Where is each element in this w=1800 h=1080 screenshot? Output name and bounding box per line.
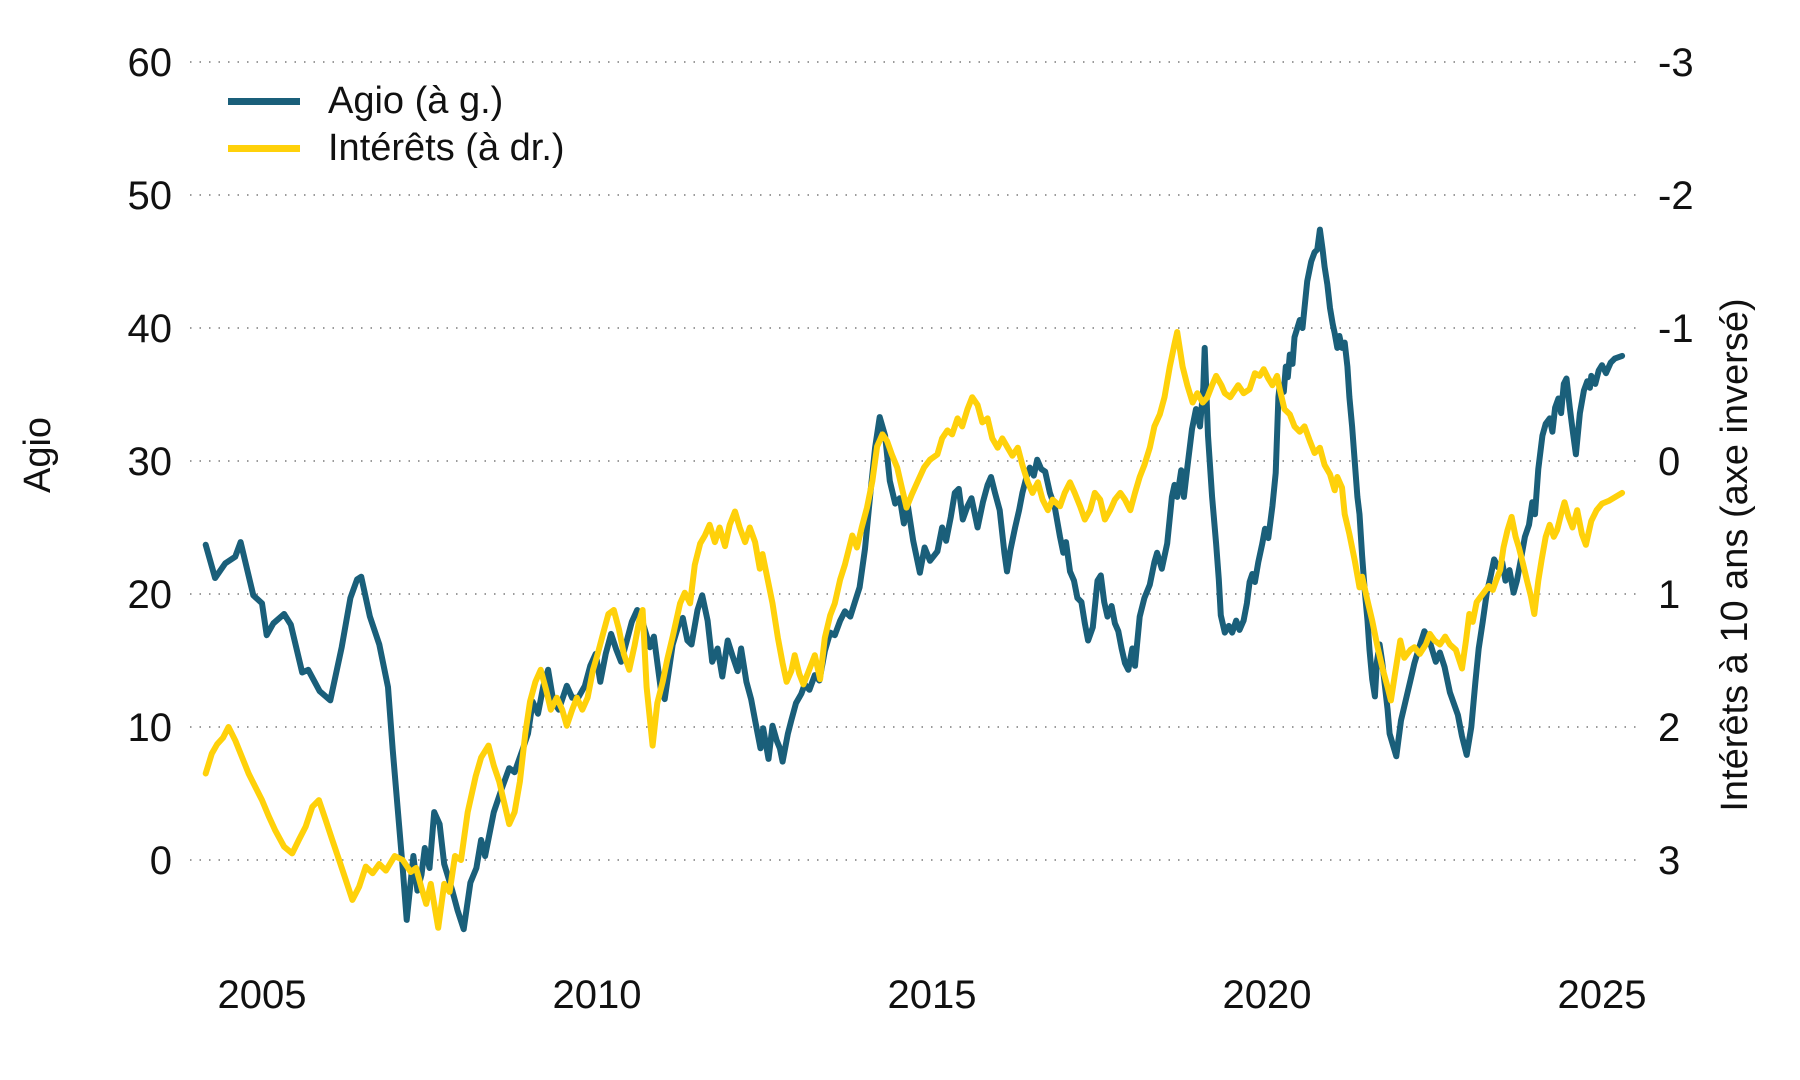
series-lines [202, 226, 1626, 933]
right-tick-label: -2 [1658, 174, 1694, 218]
left-tick-label: 40 [128, 307, 173, 351]
agio-line-swatch [228, 98, 300, 105]
left-tick-label: 50 [128, 174, 173, 218]
x-tick-label: 2010 [553, 973, 642, 1017]
right-tick-label: 1 [1658, 573, 1680, 617]
legend-item-interets: Intérêts (à dr.) [228, 125, 565, 172]
left-tick-label: 30 [128, 440, 173, 484]
legend-item-agio: Agio (à g.) [228, 78, 565, 125]
left-tick-label: 10 [128, 706, 173, 750]
legend: Agio (à g.) Intérêts (à dr.) [228, 78, 565, 172]
x-tick-label: 2020 [1223, 973, 1312, 1017]
left-tick-label: 0 [150, 839, 172, 883]
right-tick-label: 2 [1658, 706, 1680, 750]
agio-line [202, 226, 1626, 933]
x-tick-label: 2015 [888, 973, 977, 1017]
x-tick-label: 2005 [218, 973, 307, 1017]
interets-line [202, 329, 1626, 931]
interets-line-swatch [228, 145, 300, 152]
left-axis-title: Agio [17, 417, 59, 493]
right-axis-ticks: -3 -2 -1 0 1 2 3 [1658, 41, 1694, 883]
right-tick-label: -1 [1658, 307, 1694, 351]
left-axis-ticks: 60 50 40 30 20 10 0 [128, 41, 173, 883]
gridlines [190, 61, 1640, 861]
right-tick-label: 0 [1658, 440, 1680, 484]
left-tick-label: 20 [128, 573, 173, 617]
x-tick-label: 2025 [1558, 973, 1647, 1017]
legend-label-interets: Intérêts (à dr.) [328, 127, 565, 169]
right-tick-label: -3 [1658, 41, 1694, 85]
left-tick-label: 60 [128, 41, 173, 85]
x-axis-ticks: 2005 2010 2015 2020 2025 [218, 973, 1647, 1017]
right-axis-title: Intérêts à 10 ans (axe inversé) [1714, 298, 1756, 811]
right-tick-label: 3 [1658, 839, 1680, 883]
legend-label-agio: Agio (à g.) [328, 80, 504, 122]
